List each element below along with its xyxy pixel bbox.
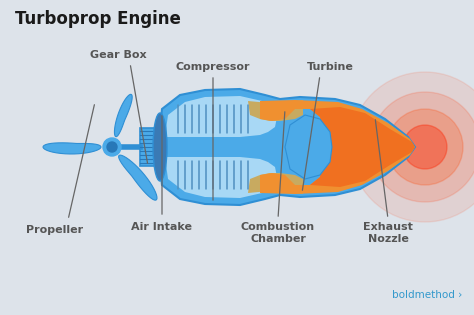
Text: Turbine: Turbine xyxy=(307,62,354,72)
Text: Exhaust
Nozzle: Exhaust Nozzle xyxy=(363,222,413,244)
Polygon shape xyxy=(165,96,277,137)
Ellipse shape xyxy=(153,113,167,181)
Polygon shape xyxy=(165,157,277,198)
Polygon shape xyxy=(285,115,332,179)
Circle shape xyxy=(103,138,121,156)
Text: boldmethod ›: boldmethod › xyxy=(392,290,462,300)
Polygon shape xyxy=(43,143,101,154)
Polygon shape xyxy=(248,173,303,194)
Text: Combustion
Chamber: Combustion Chamber xyxy=(241,222,315,244)
Circle shape xyxy=(403,125,447,169)
Polygon shape xyxy=(158,89,415,205)
Text: Compressor: Compressor xyxy=(176,62,250,72)
Polygon shape xyxy=(248,100,303,121)
Circle shape xyxy=(387,109,463,185)
Circle shape xyxy=(370,92,474,202)
Polygon shape xyxy=(114,94,132,137)
Polygon shape xyxy=(260,100,415,194)
Circle shape xyxy=(106,141,118,153)
Circle shape xyxy=(350,72,474,222)
FancyBboxPatch shape xyxy=(290,154,304,163)
FancyBboxPatch shape xyxy=(290,130,304,140)
Circle shape xyxy=(107,142,117,152)
FancyBboxPatch shape xyxy=(140,128,156,166)
Circle shape xyxy=(104,139,120,155)
Polygon shape xyxy=(310,107,415,187)
Text: Propeller: Propeller xyxy=(27,225,83,235)
Text: Air Intake: Air Intake xyxy=(131,222,192,232)
Text: Gear Box: Gear Box xyxy=(90,50,146,60)
Text: Turboprop Engine: Turboprop Engine xyxy=(15,10,181,28)
Polygon shape xyxy=(118,155,157,200)
